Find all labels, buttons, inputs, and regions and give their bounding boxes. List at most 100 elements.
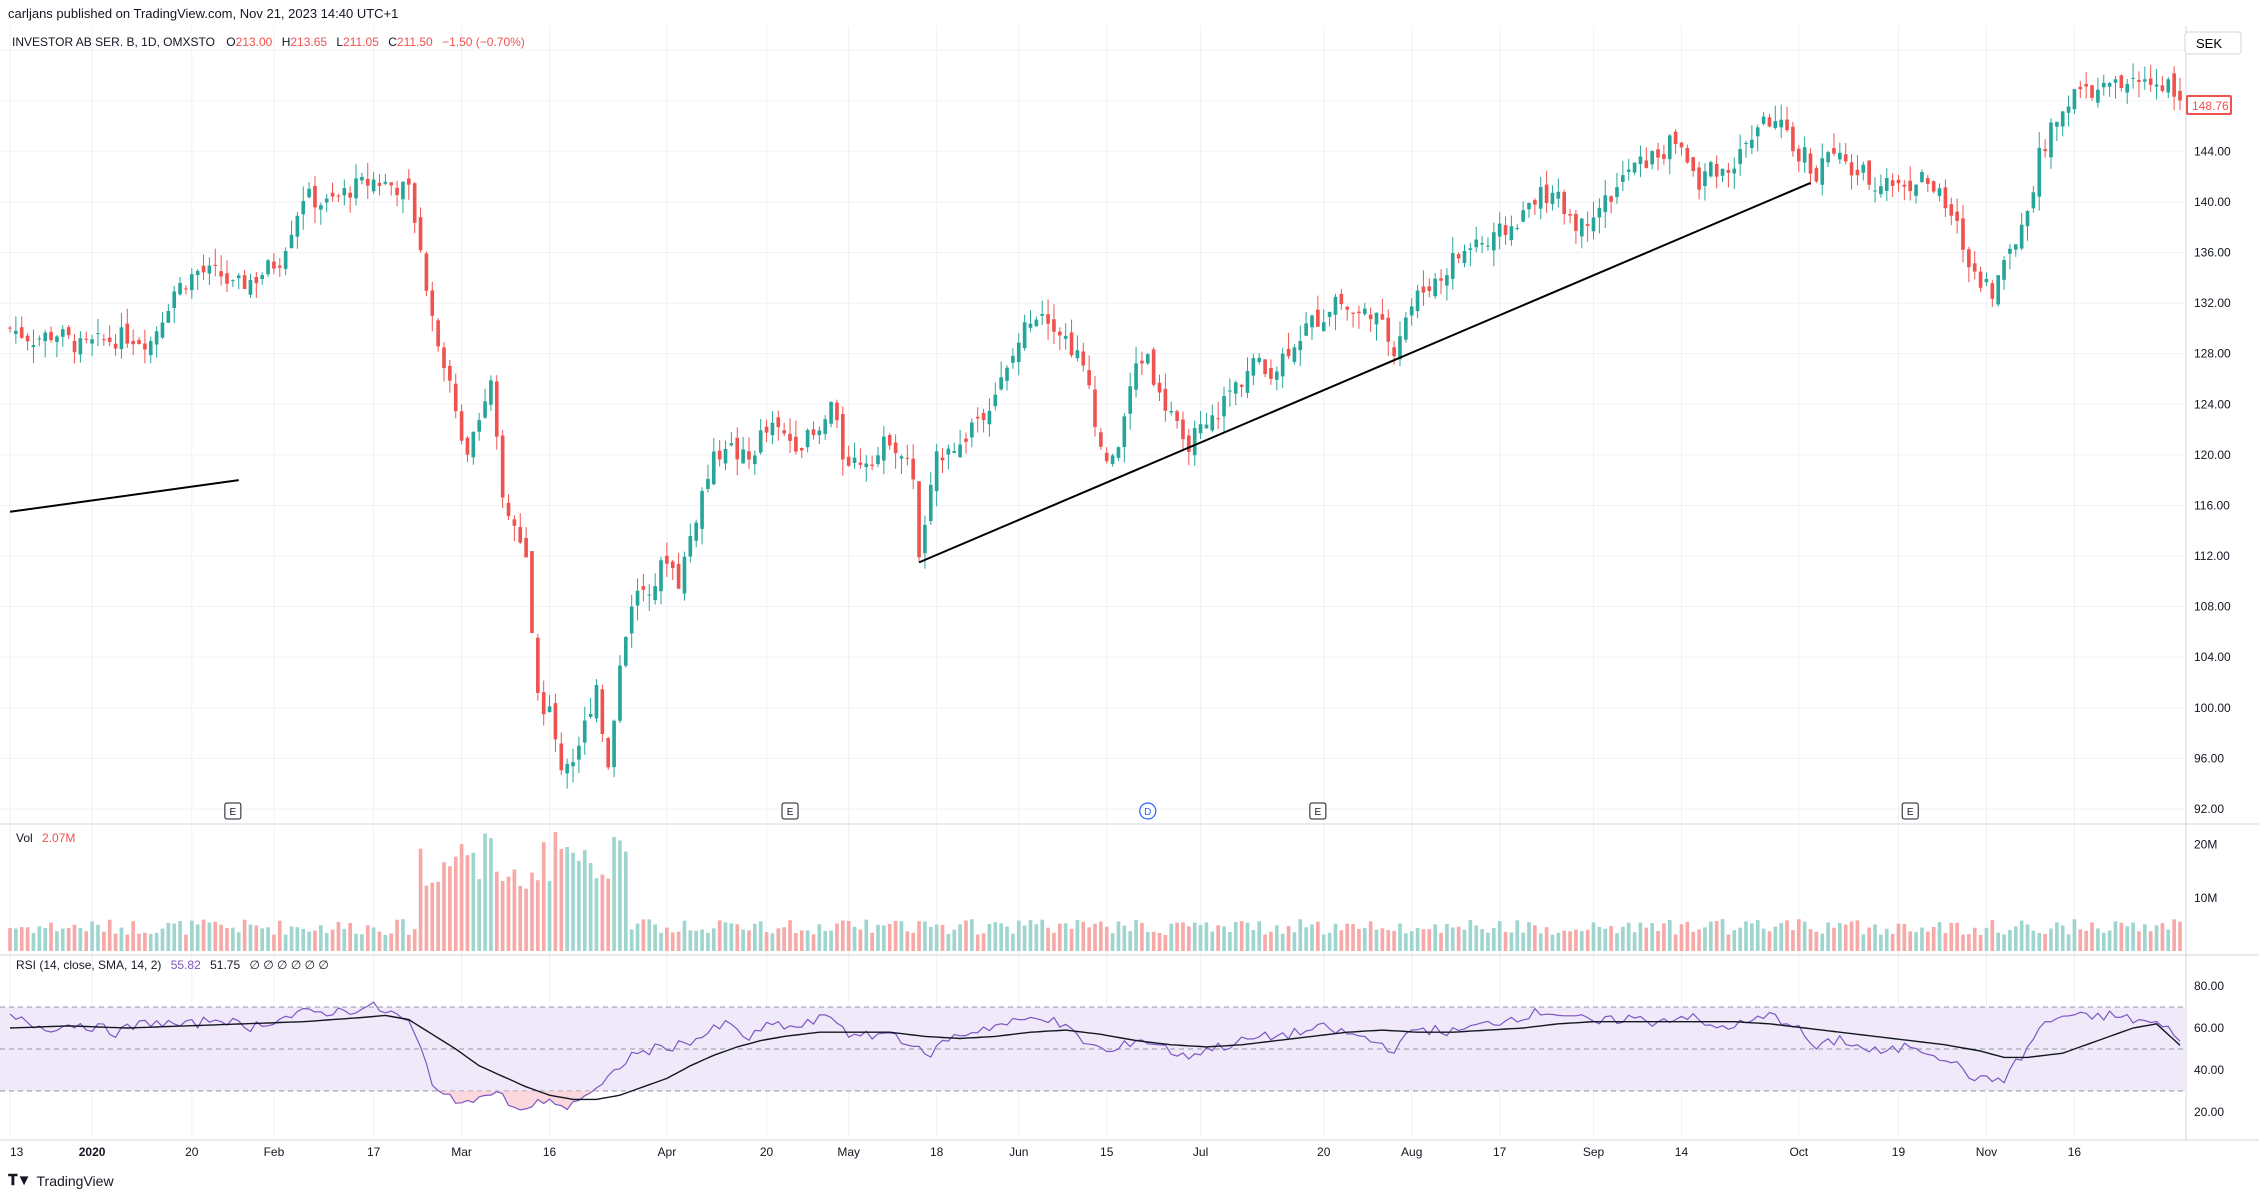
candle-body [1791,126,1795,152]
volume-bar [436,881,440,951]
candle-body [905,457,910,459]
publish-credit: carljans published on TradingView.com, N… [8,6,399,21]
earnings-marker[interactable]: E [781,802,799,820]
candle [641,574,646,602]
time-tick-label: 16 [543,1145,557,1159]
candle-body [442,347,446,369]
candle [383,173,388,186]
candle-body [307,188,311,198]
volume-bar [412,929,417,951]
candle [1626,158,1631,181]
volume-bar [1169,923,1174,951]
earnings-marker[interactable]: E [1901,802,1919,820]
candle-body [770,422,775,436]
volume-bar [2154,925,2159,951]
candle [1163,373,1168,422]
candle-body [1802,147,1807,163]
candle [119,312,124,359]
volume-bar [1527,922,1531,951]
candle-body [1908,180,1913,192]
candle-body [14,330,18,334]
candle [1937,183,1942,202]
candle [453,373,458,419]
candle-body [1767,117,1772,127]
currency-badge[interactable] [2184,31,2242,55]
volume-bar [307,931,311,951]
earnings-marker[interactable]: E [224,802,242,820]
candle [84,331,89,344]
trendlines [9,182,1811,564]
candle-body [1468,248,1473,250]
candle-body [96,333,100,335]
candle [1151,347,1156,387]
candle-body [1796,148,1801,162]
candle-body [1445,275,1449,286]
candle-body [78,338,83,355]
candle [336,193,341,203]
volume-bar [1650,922,1654,951]
volume-bar [1316,921,1320,951]
candle [547,694,552,713]
candle-body [1040,314,1045,316]
candle-body [753,455,757,465]
rsi-sma-value: 51.75 [210,958,240,972]
candle [266,258,270,277]
candle [301,186,306,230]
volume-bar [143,932,147,951]
volume-bar [2090,922,2094,951]
volume-bar [1984,927,1989,951]
candle-body [1720,168,1725,176]
volume-bar [207,922,212,951]
legend-symbol: INVESTOR AB SER. B, 1D, OMXSTO [12,35,215,49]
candle [1028,310,1033,332]
candle [2037,132,2042,211]
candle-body [272,261,276,269]
volume-bar [1321,934,1326,951]
candle [459,404,464,445]
dividend-marker[interactable]: D [1139,802,1157,820]
candle [1632,162,1637,176]
price-tick-label: 108.00 [2194,600,2231,614]
candle-body [893,442,898,454]
volume-label: Vol [16,831,33,845]
volume-bar [1016,920,1021,951]
candle-body [1057,331,1062,336]
rsi-label: RSI (14, close, SMA, 14, 2) [16,958,161,972]
candle-body [2148,78,2153,85]
volume-bar [536,880,540,951]
candle-body [1697,167,1701,190]
candle [1057,327,1062,350]
volume-bar [741,929,745,951]
candle-body [741,449,745,464]
candle [483,388,487,419]
candle [1274,366,1279,391]
candle [2101,74,2106,96]
candle [494,375,499,450]
candle [741,436,745,464]
volume-bar [2072,919,2077,951]
candle [1667,134,1672,175]
volume-bar [1826,922,1830,951]
chart-canvas[interactable]: 92.00 96.00 100.00 104.00 108.00 112.00 116.00… [0,26,2259,1166]
volume-bar [1409,931,1414,951]
tradingview-logo[interactable]: 𝐓▼ TradingView [8,1172,114,1189]
candle [700,487,704,545]
volume-bar [993,922,998,951]
candle-body [846,456,851,466]
candle [377,174,382,196]
candle-body [1386,317,1391,342]
volume-bar [835,923,839,951]
candle [899,454,904,474]
candle [2131,63,2135,89]
marker-shape [1139,802,1157,820]
candle [360,172,364,185]
candle [1556,178,1561,208]
volume-bar [201,919,206,951]
earnings-marker[interactable]: E [1309,802,1327,820]
volume-bar [289,926,294,951]
volume-bar [119,927,124,951]
candle [1861,161,1866,181]
candle [993,382,998,411]
rsi-oversold-fill [10,1091,2180,1110]
volume-bar [1269,931,1273,951]
